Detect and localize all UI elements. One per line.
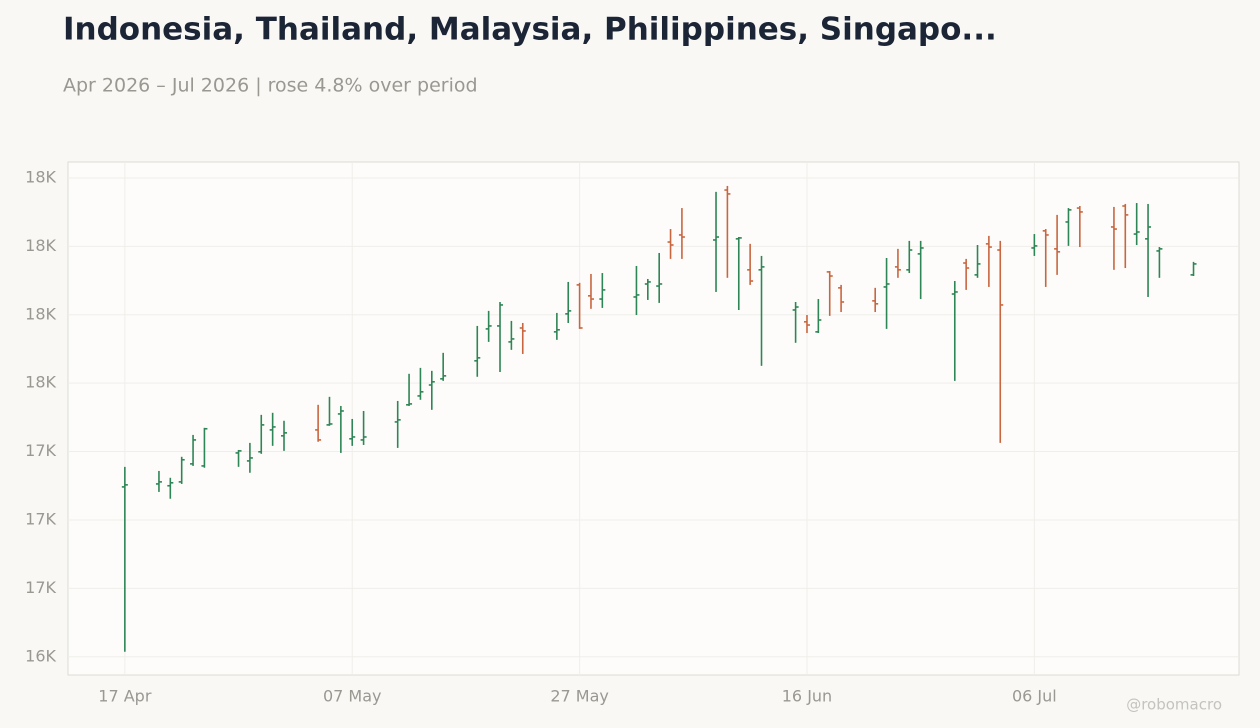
plot-area <box>67 161 1240 676</box>
x-tick-label: 27 May <box>550 687 609 706</box>
chart-title: Indonesia, Thailand, Malaysia, Philippin… <box>63 12 997 48</box>
chart-subtitle: Apr 2026 – Jul 2026 | rose 4.8% over per… <box>63 75 478 97</box>
x-tick-label: 07 May <box>323 687 382 706</box>
y-tick-label: 18K <box>25 304 56 323</box>
x-tick-label: 17 Apr <box>98 687 152 706</box>
y-tick-label: 17K <box>25 441 56 460</box>
y-tick-label: 18K <box>25 167 56 186</box>
y-tick-label: 17K <box>25 578 56 597</box>
x-tick-label: 06 Jul <box>1012 687 1057 706</box>
y-tick-label: 18K <box>25 236 56 255</box>
y-tick-label: 17K <box>25 509 56 528</box>
x-tick-label: 16 Jun <box>782 687 832 706</box>
y-tick-label: 16K <box>25 646 56 665</box>
watermark: @robomacro <box>1126 696 1222 714</box>
y-tick-label: 18K <box>25 373 56 392</box>
